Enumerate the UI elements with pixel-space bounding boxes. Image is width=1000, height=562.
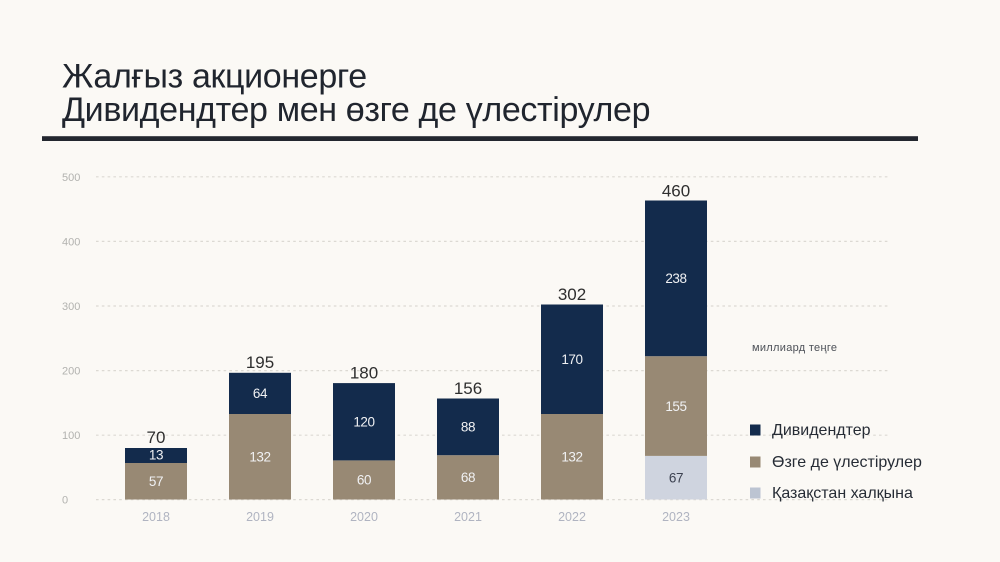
svg-text:88: 88 — [461, 420, 475, 435]
svg-text:170: 170 — [561, 352, 582, 367]
svg-text:13: 13 — [149, 448, 163, 463]
svg-text:Өзге де үлестірулер: Өзге де үлестірулер — [772, 454, 922, 471]
svg-text:57: 57 — [149, 474, 163, 489]
svg-text:67: 67 — [669, 470, 683, 485]
svg-text:300: 300 — [62, 301, 80, 313]
svg-text:155: 155 — [665, 399, 686, 414]
svg-text:195: 195 — [246, 353, 274, 372]
svg-text:500: 500 — [62, 172, 80, 184]
svg-text:70: 70 — [147, 428, 166, 447]
svg-text:миллиард теңге: миллиард теңге — [752, 342, 837, 354]
svg-text:2021: 2021 — [454, 510, 482, 524]
svg-text:2020: 2020 — [350, 510, 378, 524]
svg-text:Дивидендтер мен өзге де үлесті: Дивидендтер мен өзге де үлестірулер — [62, 91, 650, 129]
svg-text:2019: 2019 — [246, 510, 274, 524]
svg-text:200: 200 — [62, 366, 80, 378]
svg-text:64: 64 — [253, 386, 268, 401]
svg-text:68: 68 — [461, 470, 475, 485]
svg-text:132: 132 — [249, 449, 270, 464]
svg-text:156: 156 — [454, 379, 482, 398]
svg-text:120: 120 — [353, 414, 374, 429]
svg-text:100: 100 — [62, 430, 80, 442]
svg-text:238: 238 — [665, 271, 686, 286]
svg-text:Жалғыз акционерге: Жалғыз акционерге — [62, 58, 367, 96]
svg-text:2018: 2018 — [142, 510, 170, 524]
svg-text:2023: 2023 — [662, 510, 690, 524]
svg-text:460: 460 — [662, 182, 690, 201]
svg-text:2022: 2022 — [558, 510, 586, 524]
svg-text:400: 400 — [62, 236, 80, 248]
svg-text:60: 60 — [357, 473, 371, 488]
svg-text:Қазақстан халқына: Қазақстан халқына — [772, 485, 913, 502]
svg-text:132: 132 — [561, 449, 582, 464]
svg-text:0: 0 — [62, 495, 68, 507]
svg-text:180: 180 — [350, 364, 378, 383]
svg-text:302: 302 — [558, 285, 586, 304]
svg-text:Дивидендтер: Дивидендтер — [772, 422, 871, 439]
